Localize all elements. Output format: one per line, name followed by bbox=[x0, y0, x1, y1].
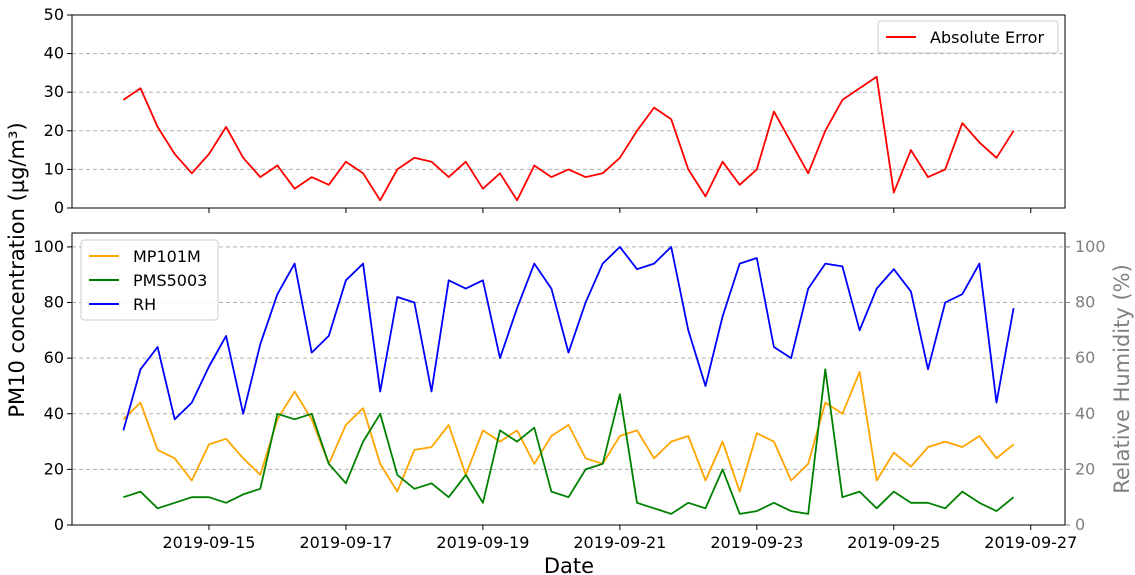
bottom-lines bbox=[122, 245, 1015, 515]
bottom-right-y-ticks: 0 20 40 60 80 100 bbox=[1065, 237, 1106, 534]
right-y-tick-label: 40 bbox=[1075, 404, 1095, 423]
top-panel: 0 10 20 30 40 50 Absolute Error bbox=[44, 5, 1066, 217]
y-tick-label: 0 bbox=[54, 515, 64, 534]
right-y-tick-label: 20 bbox=[1075, 459, 1095, 478]
bottom-grid bbox=[72, 246, 1065, 470]
legend-label-mp101m: MP101M bbox=[133, 247, 201, 266]
legend-label-absolute-error: Absolute Error bbox=[930, 28, 1044, 47]
right-y-tick-label: 0 bbox=[1075, 515, 1085, 534]
y-tick-label: 50 bbox=[44, 5, 64, 24]
legend-box bbox=[877, 20, 1059, 54]
legend-label-pms5003: PMS5003 bbox=[133, 271, 207, 290]
right-y-tick-label: 80 bbox=[1075, 293, 1095, 312]
y-tick-label: 40 bbox=[44, 404, 64, 423]
y-tick-label: 100 bbox=[33, 237, 64, 256]
right-y-tick-label: 60 bbox=[1075, 348, 1095, 367]
top-y-ticks: 0 10 20 30 40 50 bbox=[44, 5, 72, 217]
series-line-pms5003 bbox=[123, 368, 1015, 515]
y-tick-label: 0 bbox=[54, 198, 64, 217]
top-lines bbox=[122, 75, 1015, 202]
y-tick-label: 20 bbox=[44, 121, 64, 140]
y-tick-label: 80 bbox=[44, 293, 64, 312]
top-x-ticks bbox=[208, 208, 1032, 213]
top-frame bbox=[71, 14, 1066, 209]
series-line-mp101m bbox=[122, 371, 1015, 493]
right-y-axis-label: Relative Humidity (%) bbox=[1110, 264, 1134, 494]
bottom-frame bbox=[71, 232, 1066, 526]
top-legend: Absolute Error bbox=[877, 20, 1059, 54]
series-line-absolute-error bbox=[122, 75, 1015, 202]
legend-label-rh: RH bbox=[133, 295, 156, 314]
x-tick-label: 2019-09-15 bbox=[162, 533, 255, 552]
y-tick-label: 30 bbox=[44, 82, 64, 101]
x-tick-label: 2019-09-25 bbox=[847, 533, 940, 552]
y-tick-label: 10 bbox=[44, 159, 64, 178]
series-line-rh bbox=[122, 245, 1015, 431]
x-tick-label: 2019-09-21 bbox=[573, 533, 666, 552]
x-tick-label: 2019-09-19 bbox=[436, 533, 529, 552]
legend-box bbox=[80, 239, 219, 321]
x-axis-label: Date bbox=[544, 554, 594, 575]
bottom-legend: MP101M PMS5003 RH bbox=[80, 239, 219, 321]
x-tick-label: 2019-09-17 bbox=[299, 533, 392, 552]
bottom-y-ticks: 0 20 40 60 80 100 bbox=[33, 237, 72, 534]
x-tick-label: 2019-09-27 bbox=[984, 533, 1077, 552]
y-tick-label: 60 bbox=[44, 348, 64, 367]
bottom-x-ticks: 2019-09-15 2019-09-17 2019-09-19 2019-09-21… bbox=[162, 525, 1077, 552]
y-tick-label: 40 bbox=[44, 44, 64, 63]
right-y-tick-label: 100 bbox=[1075, 237, 1106, 256]
y-tick-label: 20 bbox=[44, 459, 64, 478]
y-axis-label: PM10 concentration (µg/m³) bbox=[5, 122, 29, 417]
x-tick-label: 2019-09-23 bbox=[710, 533, 803, 552]
